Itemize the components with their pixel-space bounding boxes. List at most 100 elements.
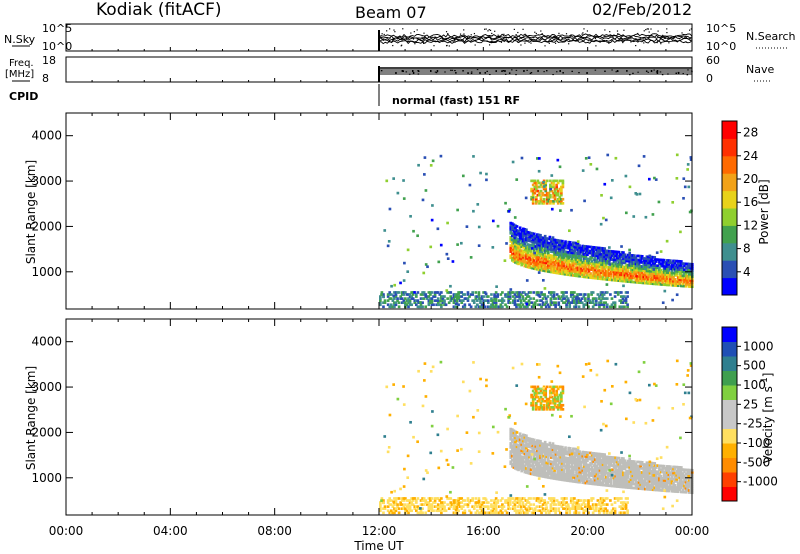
velocity-cell [435,509,439,513]
velocity-cell [593,476,597,480]
noise-point [622,41,624,44]
velocity-cell [496,501,500,504]
velocity-cell [558,401,562,405]
power-cell [648,274,652,277]
velocity-cell [553,446,556,450]
velocity-cell [419,511,423,515]
velocity-cell [617,477,621,480]
power-cell [612,256,616,260]
power-cell [421,305,424,309]
velocity-cell [573,474,577,477]
power-cell [556,271,560,275]
velocity-cell [628,478,632,481]
velocity-cell [523,470,527,474]
velocity-cell [597,470,600,474]
power-cell [515,261,519,265]
power-cell [531,193,535,197]
power-cell [602,216,605,220]
velocity-cell [568,455,572,458]
power-cell [640,277,644,281]
power-cell [546,243,550,247]
velocity-cell [533,507,537,511]
velocity-cell [561,472,564,476]
velocity-cell [477,497,481,500]
noise-point [394,31,396,33]
power-cell [617,265,621,268]
power-cell [560,299,564,302]
power-cell [604,259,608,263]
power-cell [556,158,560,162]
power-cell [653,276,657,280]
velocity-cell [625,471,628,475]
power-cell [689,158,693,161]
velocity-cell [421,497,424,500]
power-cell [540,293,543,296]
power-cell [536,199,540,203]
power-cell [568,259,572,263]
velocity-cell [536,387,540,391]
power-cell [579,248,583,252]
power-cell [517,240,520,243]
power-cell [592,262,596,266]
velocity-cell [664,485,668,489]
velocity-cell [570,459,574,463]
power-cell [650,276,653,279]
velocity-cell [615,462,619,466]
velocity-cell [656,472,660,476]
velocity-cell [647,471,650,475]
velocity-cell [517,435,520,439]
power-cell [572,243,575,247]
power-cell [529,262,533,266]
power-cell [572,249,575,253]
power-cell [639,273,642,276]
power-cell [526,257,530,261]
velocity-cell [559,445,563,449]
power-cell [557,247,561,251]
velocity-cell [622,477,625,481]
power-cell [559,253,563,257]
velocity-cell [689,485,693,488]
velocity-cell [661,466,664,470]
power-cell [390,284,393,288]
power-cell [622,257,625,260]
velocity-cell [529,458,533,461]
power-cell [480,303,484,307]
power-cell [599,299,603,302]
noise-point [595,45,597,47]
velocity-cell [623,461,627,465]
velocity-cell [559,453,563,457]
power-cell [540,252,544,256]
velocity-cell [509,446,513,449]
freq-tick-bottom: 8 [42,72,49,85]
velocity-cell [520,443,524,446]
power-cell [518,226,522,230]
power-cell [593,276,597,280]
velocity-cell [584,473,588,477]
power-cell [634,260,638,264]
power-cell [683,268,686,272]
power-cell [543,249,547,252]
velocity-cell [689,472,693,476]
power-cell [543,236,547,240]
power-cell [550,246,553,249]
velocity-cell [539,466,542,470]
velocity-cell [637,479,641,482]
velocity-cell [626,471,630,475]
velocity-cell [689,474,693,478]
power-cell [397,291,401,294]
velocity-cell [603,469,606,473]
power-cell [379,299,382,302]
power-cell [662,269,666,272]
power-cell [614,270,617,274]
power-cell [546,268,550,271]
power-cell [629,266,633,269]
power-cell [536,185,540,189]
velocity-cell [578,462,581,466]
power-cell [578,262,581,266]
power-cell [477,291,481,294]
power-cell [597,275,600,278]
noise-point [478,38,480,40]
power-cell [587,249,591,253]
velocity-cell [537,464,541,467]
power-cell [542,197,546,201]
